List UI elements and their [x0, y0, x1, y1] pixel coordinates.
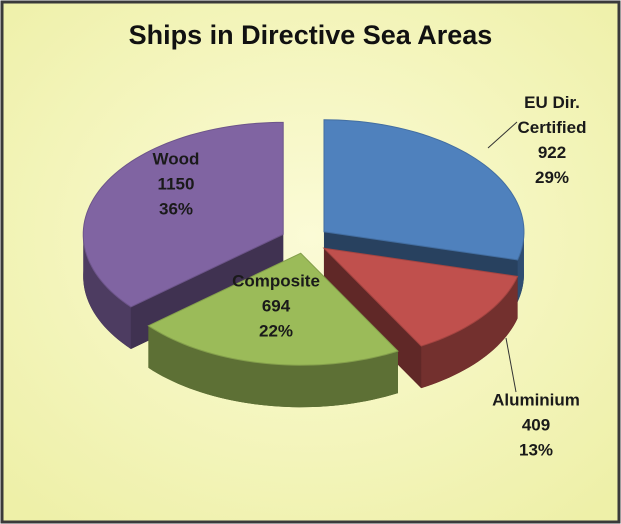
- category-label: Aluminium: [492, 390, 580, 410]
- leader-line: [505, 337, 517, 393]
- pie: [82, 119, 525, 408]
- category-label: EU Dir. Certified: [517, 93, 587, 137]
- slice-wall: [148, 325, 398, 408]
- slice-wall: [421, 276, 518, 389]
- percent-label: 22%: [258, 321, 294, 341]
- data-label: EU Dir. Certified 922 29%: [512, 90, 592, 190]
- category-label: Wood: [152, 149, 200, 169]
- percent-label: 36%: [158, 199, 194, 219]
- data-label: Aluminium 409 13%: [481, 388, 591, 463]
- value-label: 694: [261, 296, 291, 316]
- value-label: 409: [521, 415, 551, 435]
- value-label: 922: [537, 143, 567, 162]
- slice: [147, 252, 399, 366]
- percent-label: 29%: [534, 168, 570, 187]
- percent-label: 13%: [518, 440, 554, 460]
- slice-wall: [517, 231, 524, 302]
- chart-title: Ships in Directive Sea Areas: [128, 20, 493, 50]
- slice-wall: [83, 234, 131, 349]
- slice: [322, 247, 519, 347]
- category-label: Composite: [232, 271, 320, 291]
- slice: [82, 121, 284, 308]
- leader-line: [487, 121, 518, 149]
- data-label: Composite 694 22%: [221, 269, 331, 344]
- value-label: 1150: [157, 174, 195, 194]
- slice: [323, 119, 525, 261]
- data-label: Wood 1150 36%: [121, 147, 231, 222]
